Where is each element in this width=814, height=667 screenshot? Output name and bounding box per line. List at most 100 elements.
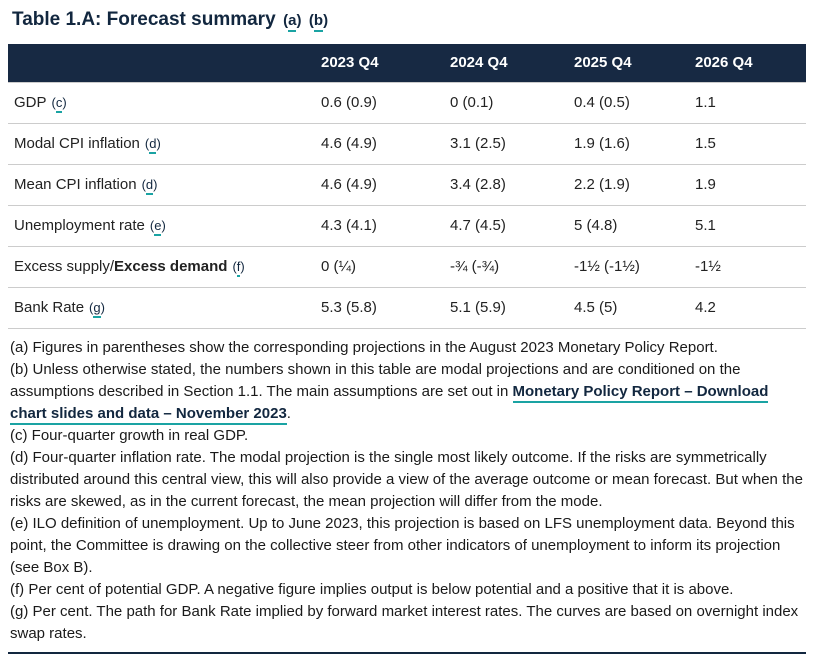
paren-open: ( bbox=[308, 12, 314, 29]
title-row: Table 1.A: Forecast summary (a) (b) bbox=[12, 9, 806, 32]
forecast-summary-table: 2023 Q4 2024 Q4 2025 Q4 2026 Q4 GDP (c) 0… bbox=[8, 44, 806, 329]
footnote-letter: b bbox=[313, 12, 324, 32]
cell-value: 4.3 (4.1) bbox=[321, 217, 377, 234]
cell-value: -1½ (-1½) bbox=[574, 258, 640, 275]
cell-value: 5.3 (5.8) bbox=[321, 299, 377, 316]
paren-open: ( bbox=[51, 95, 56, 110]
row-label-text: Modal CPI inflation bbox=[14, 135, 140, 152]
footnote-c: (c) Four-quarter growth in real GDP. bbox=[10, 425, 806, 447]
footnote-e: (e) ILO definition of unemployment. Up t… bbox=[10, 513, 806, 579]
footnote-g: (g) Per cent. The path for Bank Rate imp… bbox=[10, 601, 806, 645]
row-label: GDP (c) bbox=[8, 82, 321, 123]
column-header-2026-q4: 2026 Q4 bbox=[695, 44, 806, 82]
paren-close: ) bbox=[296, 12, 302, 29]
paren-open: ( bbox=[232, 259, 237, 274]
table-row-bank-rate: Bank Rate (g) 5.3 (5.8) 5.1 (5.9) 4.5 (5)… bbox=[8, 287, 806, 328]
column-header-2025-q4: 2025 Q4 bbox=[574, 44, 695, 82]
footnote-a: (a) Figures in parentheses show the corr… bbox=[10, 337, 806, 359]
footnote-d: (d) Four-quarter inflation rate. The mod… bbox=[10, 447, 806, 513]
footnote-marker-link-f[interactable]: (f) bbox=[232, 259, 245, 277]
paren-open: ( bbox=[149, 218, 155, 233]
footnote-marker-link-d[interactable]: (d) bbox=[141, 177, 158, 195]
cell-value: 1.9 bbox=[695, 176, 716, 193]
paren-open: ( bbox=[144, 136, 150, 151]
title-footnote-link-b[interactable]: (b) bbox=[308, 12, 329, 32]
paren-open: ( bbox=[141, 177, 146, 192]
footnote-text: (f) Per cent of potential GDP. A negativ… bbox=[10, 580, 734, 598]
footnote-b: (b) Unless otherwise stated, the numbers… bbox=[10, 359, 806, 425]
row-label-bold-text: Excess demand bbox=[114, 258, 228, 275]
paren-open: ( bbox=[283, 12, 289, 29]
row-label: Unemployment rate (e) bbox=[8, 205, 321, 246]
column-header-2024-q4: 2024 Q4 bbox=[450, 44, 574, 82]
footnote-text: (c) Four-quarter growth in real GDP. bbox=[10, 426, 249, 444]
cell-value: 4.5 (5) bbox=[574, 299, 618, 316]
row-label-text: Unemployment rate bbox=[14, 217, 145, 234]
cell-value: 3.1 (2.5) bbox=[450, 135, 506, 152]
cell-value: 4.6 (4.9) bbox=[321, 176, 377, 193]
footnote-text: (e) ILO definition of unemployment. Up t… bbox=[10, 514, 795, 576]
table-row-modal-cpi: Modal CPI inflation (d) 4.6 (4.9) 3.1 (2.… bbox=[8, 123, 806, 164]
cell-value: 4.2 bbox=[695, 299, 716, 316]
footnote-marker-link-g[interactable]: (g) bbox=[89, 300, 105, 318]
paren-close: ) bbox=[156, 136, 161, 151]
footnote-letter: e bbox=[154, 218, 162, 236]
table-header-row: 2023 Q4 2024 Q4 2025 Q4 2026 Q4 bbox=[8, 44, 806, 82]
footnote-text: (d) Four-quarter inflation rate. The mod… bbox=[10, 448, 803, 510]
forecast-summary-page: Table 1.A: Forecast summary (a) (b) 2023… bbox=[0, 9, 814, 654]
cell-value: 3.4 (2.8) bbox=[450, 176, 506, 193]
row-label-text: Mean CPI inflation bbox=[14, 176, 137, 193]
footnote-text: (a) Figures in parentheses show the corr… bbox=[10, 338, 718, 356]
footnotes-section: (a) Figures in parentheses show the corr… bbox=[10, 337, 806, 645]
table-row-unemployment: Unemployment rate (e) 4.3 (4.1) 4.7 (4.5)… bbox=[8, 205, 806, 246]
cell-value: -¾ (-¾) bbox=[450, 258, 500, 275]
cell-value: 0 (¼) bbox=[321, 258, 357, 275]
row-label-text: Bank Rate bbox=[14, 299, 85, 316]
footnote-text: (g) Per cent. The path for Bank Rate imp… bbox=[10, 602, 799, 642]
cell-value: -1½ bbox=[695, 258, 721, 275]
cell-value: 1.9 (1.6) bbox=[574, 135, 630, 152]
cell-value: 0.4 (0.5) bbox=[574, 94, 630, 111]
row-label-text: Excess supply/ bbox=[14, 258, 115, 275]
cell-value: 1.1 bbox=[695, 94, 716, 111]
table-row-gdp: GDP (c) 0.6 (0.9) 0 (0.1) 0.4 (0.5) 1.1 bbox=[8, 82, 806, 123]
footnote-letter: d bbox=[149, 136, 157, 154]
cell-value: 2.2 (1.9) bbox=[574, 176, 630, 193]
paren-close: ) bbox=[323, 12, 329, 29]
footnote-marker-link-c[interactable]: (c) bbox=[51, 95, 67, 113]
header-corner-cell bbox=[8, 44, 321, 82]
cell-value: 4.7 (4.5) bbox=[450, 217, 506, 234]
paren-close: ) bbox=[153, 177, 158, 192]
paren-close: ) bbox=[62, 95, 67, 110]
cell-value: 0.6 (0.9) bbox=[321, 94, 377, 111]
cell-value: 4.6 (4.9) bbox=[321, 135, 377, 152]
row-label: Bank Rate (g) bbox=[8, 287, 321, 328]
footnote-marker-link-d[interactable]: (d) bbox=[144, 136, 161, 154]
cell-value: 5 (4.8) bbox=[574, 217, 618, 234]
table-row-excess-supply: Excess supply/Excess demand (f) 0 (¼) -¾ … bbox=[8, 246, 806, 287]
row-label: Modal CPI inflation (d) bbox=[8, 123, 321, 164]
footnote-letter: f bbox=[236, 259, 241, 277]
cell-value: 5.1 bbox=[695, 217, 716, 234]
mpr-download-link[interactable]: Monetary Policy Report – Download chart … bbox=[10, 382, 769, 425]
bottom-divider bbox=[8, 651, 806, 654]
row-label: Excess supply/Excess demand (f) bbox=[8, 246, 321, 287]
cell-value: 5.1 (5.9) bbox=[450, 299, 506, 316]
footnote-letter: a bbox=[288, 12, 297, 32]
cell-value: 0 (0.1) bbox=[450, 94, 494, 111]
footnote-marker-link-e[interactable]: (e) bbox=[149, 218, 166, 236]
footnote-f: (f) Per cent of potential GDP. A negativ… bbox=[10, 579, 806, 601]
cell-value: 1.5 bbox=[695, 135, 716, 152]
footnote-letter: g bbox=[93, 300, 101, 318]
paren-open: ( bbox=[89, 300, 94, 315]
footnote-letter: d bbox=[145, 177, 154, 195]
footnote-text: (b) Unless otherwise stated, the numbers… bbox=[10, 360, 741, 400]
footnote-letter: c bbox=[55, 95, 63, 113]
column-header-2023-q4: 2023 Q4 bbox=[321, 44, 450, 82]
paren-close: ) bbox=[100, 300, 105, 315]
title-footnote-link-a[interactable]: (a) bbox=[283, 12, 302, 32]
page-title: Table 1.A: Forecast summary bbox=[12, 9, 276, 30]
paren-close: ) bbox=[161, 218, 166, 233]
footnote-text-after: . bbox=[286, 404, 291, 422]
table-row-mean-cpi: Mean CPI inflation (d) 4.6 (4.9) 3.4 (2.8… bbox=[8, 164, 806, 205]
